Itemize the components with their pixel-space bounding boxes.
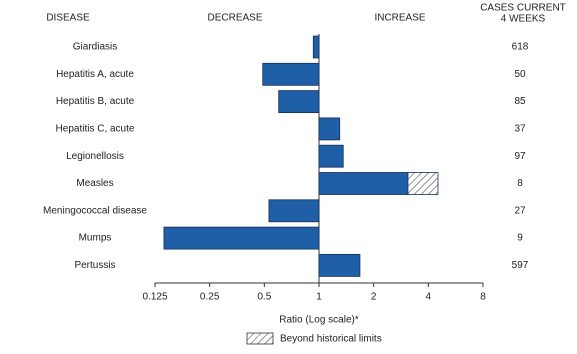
- cases-value: 618: [512, 42, 529, 53]
- legend-label: Beyond historical limits: [280, 334, 382, 345]
- bar: [318, 172, 409, 195]
- category-label: Hepatitis B, acute: [56, 96, 135, 107]
- category-label: Legionellosis: [66, 151, 124, 162]
- bar: [318, 144, 344, 168]
- category-label: Hepatitis A, acute: [56, 69, 134, 80]
- cases-value: 27: [514, 205, 526, 216]
- cases-value: 597: [512, 260, 529, 271]
- bar: [278, 90, 320, 113]
- cases-value: 9: [517, 233, 523, 244]
- category-label: Giardiasis: [73, 42, 117, 53]
- x-tick-label: 0.25: [200, 292, 220, 303]
- cases-value: 37: [514, 124, 526, 135]
- x-tick-label: 0.125: [142, 292, 167, 303]
- category-label: Pertussis: [74, 260, 115, 271]
- bar: [262, 62, 320, 86]
- category-label: Mumps: [79, 233, 112, 244]
- cases-value: 97: [514, 151, 526, 162]
- x-tick-label: 4: [426, 292, 432, 303]
- cases-value: 50: [514, 69, 526, 80]
- beyond-limit-bar: [407, 172, 439, 195]
- x-axis-title: Ratio (Log scale)*: [279, 315, 359, 326]
- cases-header: CASES CURRENT: [480, 3, 566, 14]
- category-label: Meningococcal disease: [43, 205, 147, 216]
- bar: [312, 35, 320, 59]
- x-tick-label: 0.5: [257, 292, 271, 303]
- cases-value: 8: [517, 178, 523, 189]
- bar: [268, 199, 320, 223]
- cases-header: 4 WEEKS: [501, 14, 546, 25]
- category-label: Hepatitis C, acute: [56, 124, 135, 135]
- bar: [318, 117, 341, 141]
- decrease-header: DECREASE: [207, 13, 262, 24]
- bar: [163, 226, 320, 250]
- increase-header: INCREASE: [374, 13, 425, 24]
- cases-value: 85: [514, 96, 526, 107]
- legend-swatch: [246, 332, 274, 345]
- bar: [318, 253, 361, 277]
- category-label: Measles: [76, 178, 113, 189]
- x-tick-label: 1: [316, 292, 322, 303]
- category-header: DISEASE: [46, 13, 90, 24]
- x-tick-label: 8: [480, 292, 486, 303]
- x-tick-label: 2: [371, 292, 377, 303]
